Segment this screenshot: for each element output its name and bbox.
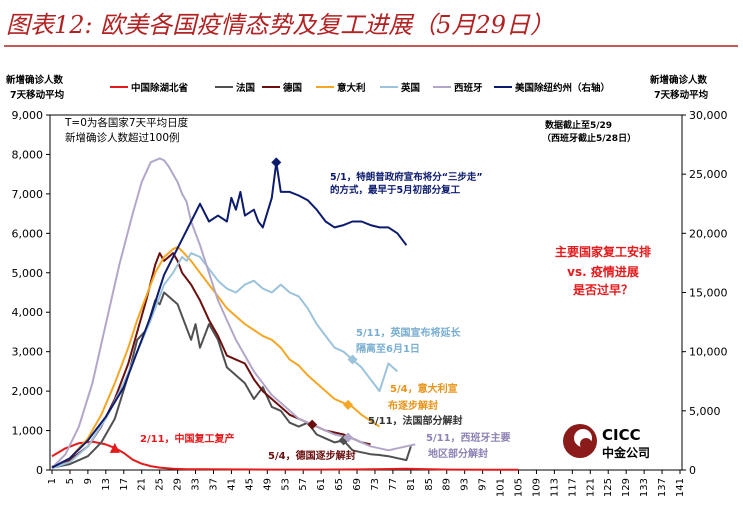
left-tick-label: 7,000 — [12, 188, 44, 201]
legend-label-4: 英国 — [401, 82, 420, 94]
right-tick-label: 25,000 — [689, 168, 728, 181]
series-line-5 — [51, 157, 416, 469]
legend-label-1: 法国 — [236, 82, 255, 94]
x-tick-label: 13 — [101, 478, 112, 491]
legend-label-6: 美国除纽约州（右轴） — [514, 82, 610, 94]
x-tick-label: 73 — [370, 478, 381, 491]
annotation-9: 5/11，英国宣布将延长 — [356, 326, 462, 339]
x-tick-label: 33 — [191, 478, 202, 491]
x-tick-label: 113 — [549, 478, 560, 497]
x-tick-label: 109 — [531, 478, 542, 497]
annotation-2: 数据截止至5/29 — [545, 119, 612, 131]
x-tick-label: 5 — [65, 478, 76, 484]
annotation-8: 是否过早？ — [572, 282, 633, 297]
annotation-3: （西班牙截止5/28日） — [542, 132, 636, 144]
right-tick-label: 5,000 — [689, 405, 721, 418]
left-tick-label: 0 — [36, 464, 43, 477]
x-tick-label: 49 — [262, 478, 273, 491]
right-tick-label: 20,000 — [689, 227, 728, 240]
x-tick-label: 101 — [496, 478, 507, 497]
x-tick-label: 17 — [119, 478, 130, 491]
logo-emblem-dot — [580, 438, 592, 450]
x-tick-label: 85 — [424, 478, 435, 491]
left-tick-label: 3,000 — [12, 346, 44, 359]
right-axis-title: 新增确诊人数 — [650, 74, 708, 86]
x-tick-label: 97 — [478, 478, 489, 491]
x-tick-label: 29 — [173, 478, 184, 491]
marker-3 — [347, 354, 358, 365]
marker-6 — [307, 419, 318, 430]
annotation-16: 2/11，中国复工复产 — [140, 432, 235, 445]
logo-text-top: CICC — [602, 426, 641, 444]
annotation-11: 5/4，意大利宣 — [390, 382, 458, 395]
annotation-4: 5/1，特朗普政府宣布将分“三步走” — [330, 171, 483, 183]
left-tick-label: 6,000 — [12, 227, 44, 240]
x-tick-label: 141 — [675, 478, 686, 497]
annotation-1: 新增确诊人数超过100例 — [65, 131, 180, 144]
marker-2 — [343, 399, 354, 410]
legend-label-5: 西班牙 — [454, 82, 483, 94]
legend-label-3: 意大利 — [337, 82, 366, 94]
left-tick-label: 2,000 — [12, 385, 44, 398]
annotation-10: 隔离至6月1日 — [356, 342, 420, 355]
x-tick-label: 105 — [514, 478, 525, 497]
annotation-6: 主要国家复工安排 — [555, 244, 651, 259]
marker-5 — [343, 432, 354, 443]
right-tick-label: 0 — [689, 464, 696, 477]
right-tick-label: 30,000 — [689, 109, 728, 122]
x-tick-label: 25 — [155, 478, 166, 491]
annotation-13: 5/11，法国部分解封 — [368, 414, 463, 427]
marker-1 — [271, 157, 282, 168]
annotation-17: 5/4，德国逐步解封 — [268, 449, 356, 462]
x-tick-label: 137 — [657, 478, 668, 497]
legend-label-2: 德国 — [283, 82, 302, 94]
annotation-0: T=0为各国家7天平均日度 — [64, 116, 189, 129]
logo-text-bottom: 中金公司 — [602, 445, 650, 460]
x-tick-label: 9 — [83, 478, 94, 484]
x-tick-label: 121 — [585, 478, 596, 497]
marker-0 — [109, 442, 120, 453]
x-tick-label: 81 — [406, 478, 417, 491]
x-tick-label: 37 — [208, 478, 219, 491]
page-title: 图表12: 欧美各国疫情态势及复工进展（5月29日） — [6, 11, 554, 39]
legend-label-0: 中国除湖北省 — [131, 82, 189, 94]
annotation-7: vs. 疫情进展 — [567, 264, 639, 279]
left-axis-title: 新增确诊人数 — [6, 74, 64, 86]
left-tick-label: 9,000 — [12, 109, 44, 122]
right-tick-label: 15,000 — [689, 287, 728, 300]
x-tick-label: 21 — [137, 478, 148, 491]
x-tick-label: 53 — [280, 478, 291, 491]
x-tick-label: 69 — [352, 478, 363, 491]
left-axis-title-2: 7天移动平均 — [10, 89, 65, 101]
series-line-3 — [51, 246, 381, 469]
x-tick-label: 65 — [334, 478, 345, 491]
annotation-12: 布逐步解封 — [388, 399, 438, 412]
x-tick-label: 57 — [298, 478, 309, 491]
x-tick-label: 89 — [442, 478, 453, 491]
annotation-5: 的方式，最早于5月初部分复工 — [330, 184, 461, 196]
x-tick-label: 129 — [621, 478, 632, 497]
right-axis-title-2: 7天移动平均 — [654, 89, 709, 101]
left-tick-label: 5,000 — [12, 267, 44, 280]
x-tick-label: 45 — [244, 478, 255, 491]
series-line-6 — [51, 161, 408, 469]
x-tick-label: 125 — [603, 478, 614, 497]
left-tick-label: 4,000 — [12, 306, 44, 319]
x-tick-label: 93 — [460, 478, 471, 491]
x-tick-label: 77 — [388, 478, 399, 491]
x-tick-label: 1 — [47, 478, 58, 484]
left-tick-label: 8,000 — [12, 148, 44, 161]
x-tick-label: 133 — [639, 478, 650, 497]
annotation-14: 5/11，西班牙主要 — [426, 431, 511, 444]
x-tick-label: 61 — [316, 478, 327, 491]
annotation-15: 地区部分解封 — [428, 447, 488, 460]
x-tick-label: 117 — [567, 478, 578, 497]
right-tick-label: 10,000 — [689, 346, 728, 359]
x-tick-label: 41 — [226, 478, 237, 491]
left-tick-label: 1,000 — [12, 425, 44, 438]
